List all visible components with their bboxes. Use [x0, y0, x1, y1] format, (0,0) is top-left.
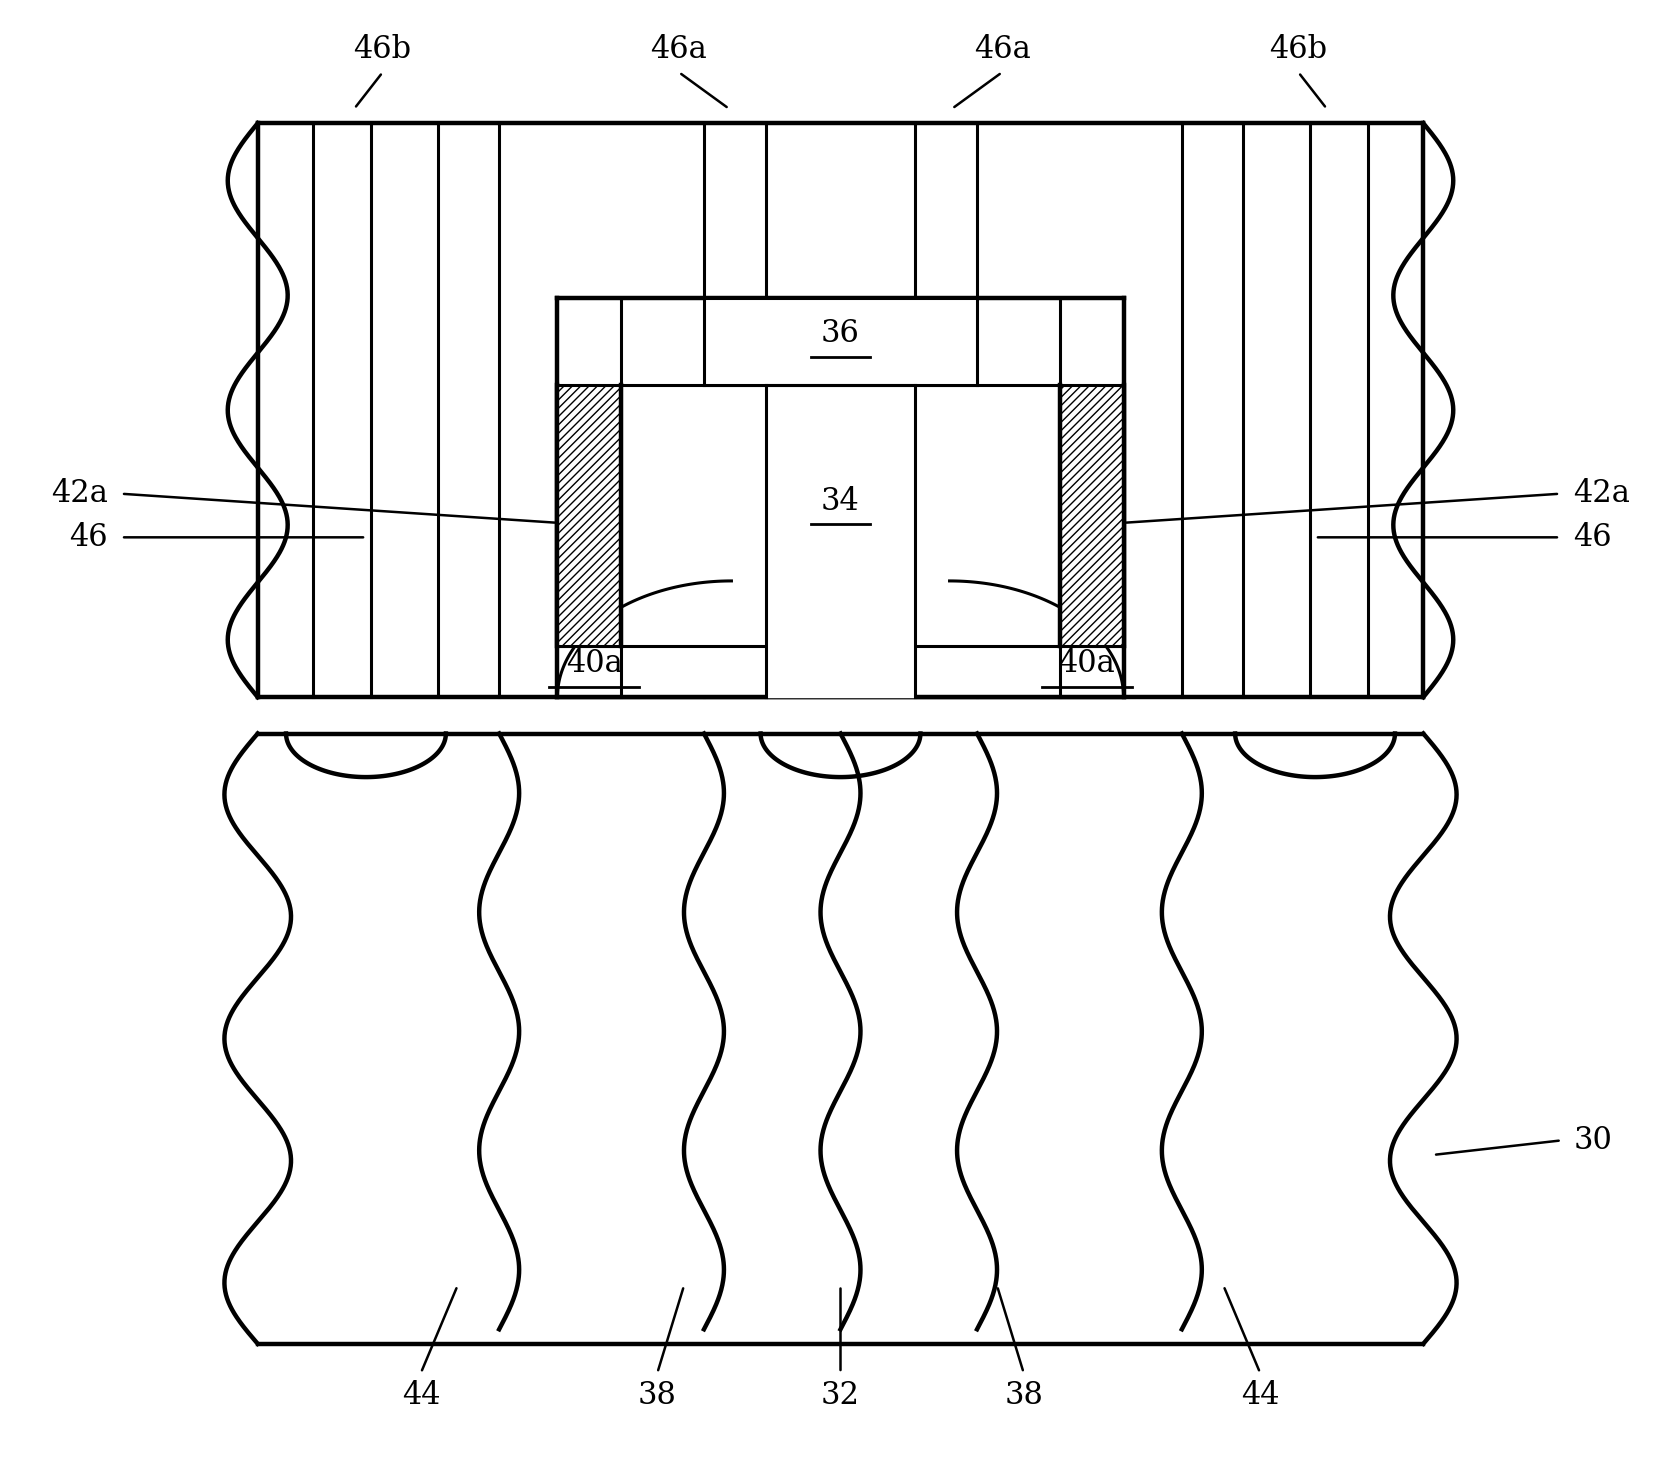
Text: 38: 38 [1003, 1380, 1043, 1411]
Polygon shape [558, 298, 1122, 697]
Polygon shape [558, 384, 620, 647]
Polygon shape [1060, 384, 1122, 647]
Text: 38: 38 [637, 1380, 677, 1411]
Bar [1060, 384, 1122, 647]
Text: 42a: 42a [1572, 478, 1630, 509]
Text: 40a: 40a [566, 648, 622, 679]
Text: 44: 44 [1240, 1380, 1278, 1411]
Text: 42a: 42a [50, 478, 108, 509]
Text: 40a: 40a [1058, 648, 1114, 679]
Text: 46b: 46b [1268, 34, 1327, 65]
Text: 44: 44 [402, 1380, 440, 1411]
Bar [558, 384, 620, 647]
Text: 46a: 46a [650, 34, 707, 65]
Text: 46b: 46b [353, 34, 412, 65]
Text: 32: 32 [820, 1380, 860, 1411]
Polygon shape [704, 298, 976, 384]
Text: 36: 36 [820, 318, 860, 349]
Text: 30: 30 [1572, 1125, 1611, 1156]
Text: 46: 46 [1572, 522, 1611, 553]
Polygon shape [764, 384, 916, 697]
Text: 34: 34 [820, 486, 860, 516]
Text: 46: 46 [69, 522, 108, 553]
Text: 46a: 46a [973, 34, 1030, 65]
